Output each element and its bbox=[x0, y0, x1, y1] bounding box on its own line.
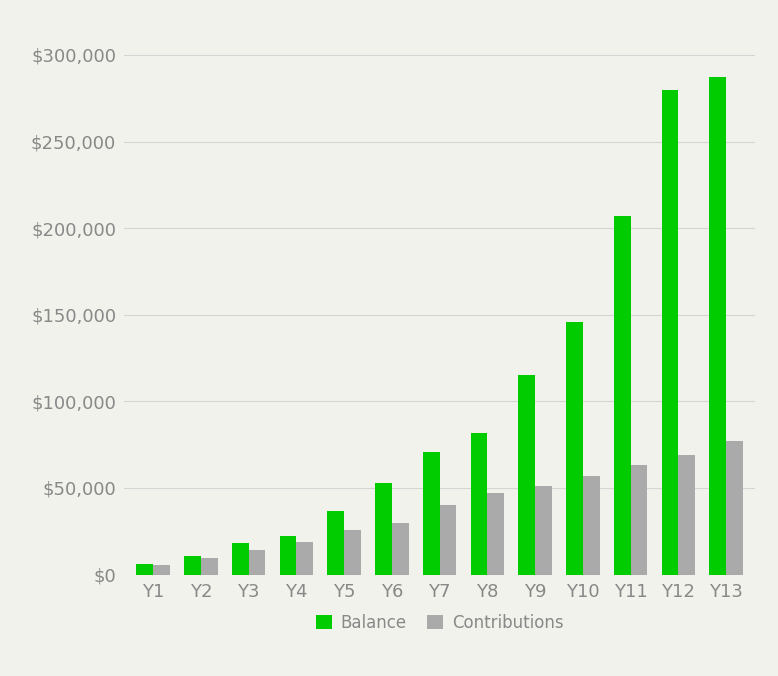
Bar bbox=[296, 541, 313, 575]
Bar bbox=[518, 375, 535, 575]
Bar bbox=[487, 493, 504, 575]
Bar bbox=[566, 322, 583, 575]
Bar bbox=[201, 558, 218, 575]
Bar bbox=[614, 216, 630, 575]
Bar bbox=[249, 550, 265, 575]
Bar bbox=[136, 564, 153, 575]
Bar bbox=[279, 537, 296, 575]
Bar bbox=[471, 433, 487, 575]
Bar bbox=[375, 483, 392, 575]
Legend: Balance, Contributions: Balance, Contributions bbox=[309, 607, 570, 638]
Bar bbox=[153, 565, 170, 575]
Bar bbox=[726, 441, 743, 575]
Bar bbox=[661, 89, 678, 575]
Bar bbox=[184, 556, 201, 575]
Bar bbox=[630, 466, 647, 575]
Bar bbox=[392, 523, 408, 575]
Bar bbox=[678, 455, 695, 575]
Bar bbox=[232, 544, 249, 575]
Bar bbox=[344, 529, 361, 575]
Bar bbox=[583, 476, 600, 575]
Bar bbox=[440, 505, 456, 575]
Bar bbox=[535, 486, 552, 575]
Bar bbox=[710, 78, 726, 575]
Bar bbox=[328, 510, 344, 575]
Bar bbox=[423, 452, 440, 575]
